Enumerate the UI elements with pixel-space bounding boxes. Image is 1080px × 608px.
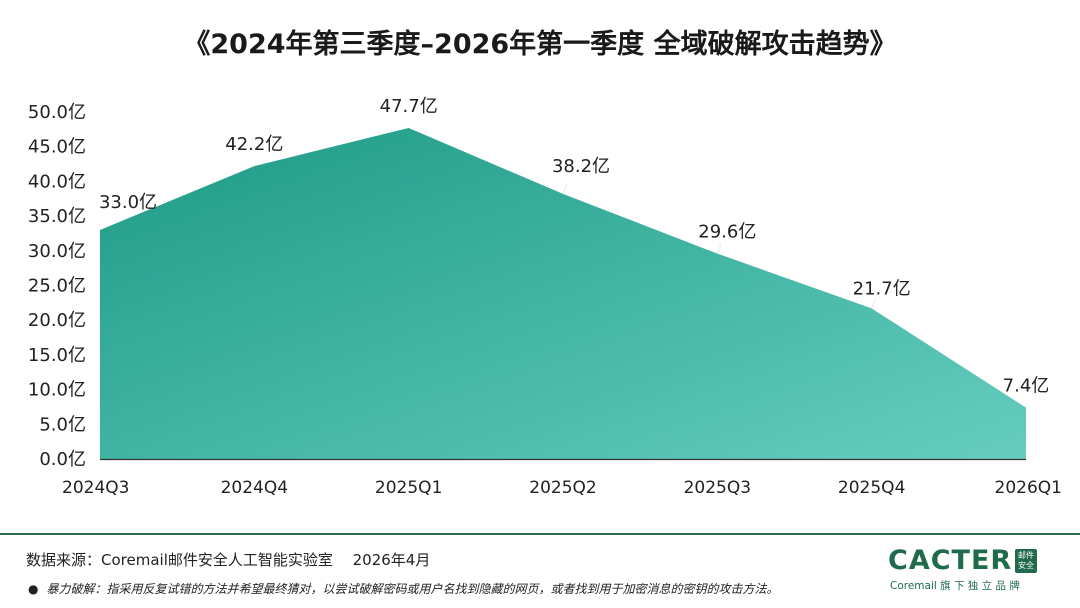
footnote: ● 暴力破解：指采用反复试错的方法并希望最终猜对，以尝试破解密码或用户名找到隐藏的… (28, 580, 779, 597)
chart-title: 《2024年第三季度–2026年第一季度 全域破解攻击趋势》 (183, 29, 897, 60)
y-tick-label: 40.0亿 (28, 171, 86, 192)
source-text: 数据来源：Coremail邮件安全人工智能实验室 2026年4月 (26, 551, 431, 569)
y-tick-label: 35.0亿 (28, 206, 86, 227)
data-label: 7.4亿 (1003, 376, 1050, 397)
y-tick-label: 45.0亿 (28, 137, 86, 158)
data-label: 29.6亿 (698, 222, 756, 243)
brand-name: CACTER (888, 545, 1013, 576)
y-tick-label: 0.0亿 (39, 449, 86, 470)
x-tick-label: 2025Q1 (375, 478, 442, 498)
y-tick-label: 10.0亿 (28, 380, 86, 401)
brand-tagline: Coremail 旗 下 独 立 品 牌 (890, 580, 1020, 592)
x-tick-label: 2025Q2 (529, 478, 596, 498)
bullet-icon: ● (28, 582, 39, 596)
data-label: 47.7亿 (380, 96, 438, 117)
x-tick-label: 2024Q3 (62, 478, 129, 498)
data-label: 33.0亿 (99, 192, 157, 213)
brand-logo: CACTER 邮件 安全 Coremail 旗 下 独 立 品 牌 (888, 545, 1040, 595)
area-series (100, 127, 1026, 459)
footnote-text: 暴力破解：指采用反复试错的方法并希望最终猜对，以尝试破解密码或用户名找到隐藏的网… (46, 582, 779, 596)
data-label: 38.2亿 (552, 156, 610, 177)
y-tick-label: 5.0亿 (39, 414, 86, 435)
x-tick-label: 2025Q3 (684, 478, 751, 498)
x-tick-label: 2026Q1 (995, 478, 1062, 498)
brand-badge: 邮件 安全 (1015, 549, 1037, 573)
y-tick-label: 25.0亿 (28, 276, 86, 297)
x-tick-label: 2025Q4 (838, 478, 905, 498)
y-tick-label: 20.0亿 (28, 310, 86, 331)
y-tick-label: 30.0亿 (28, 241, 86, 262)
data-label: 42.2亿 (225, 134, 283, 155)
y-tick-label: 15.0亿 (28, 345, 86, 366)
area-chart: 0.0亿 5.0亿 10.0亿 15.0亿 20.0亿 25.0亿 30.0亿 35.0亿 40… (28, 96, 1062, 498)
x-tick-label: 2024Q4 (221, 478, 288, 498)
data-label-leader (871, 298, 877, 309)
footer-divider (0, 533, 1080, 535)
data-label-leader (716, 243, 722, 254)
data-label: 21.7亿 (853, 278, 911, 299)
y-tick-label: 50.0亿 (28, 102, 86, 123)
data-label-leader (562, 183, 568, 195)
